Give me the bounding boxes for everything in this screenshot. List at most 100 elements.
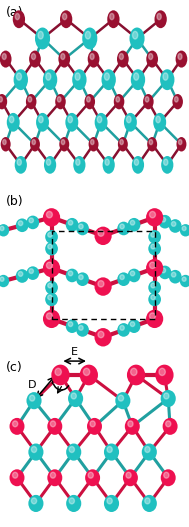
Circle shape — [26, 392, 42, 409]
Bar — [52, 231, 155, 319]
Circle shape — [13, 11, 25, 28]
Circle shape — [44, 156, 56, 174]
Circle shape — [145, 96, 149, 102]
Circle shape — [146, 208, 163, 227]
Circle shape — [88, 472, 93, 478]
Circle shape — [149, 54, 153, 60]
Circle shape — [3, 140, 6, 144]
Circle shape — [143, 94, 154, 109]
Circle shape — [98, 280, 104, 287]
Circle shape — [47, 469, 62, 486]
Circle shape — [130, 220, 135, 225]
Circle shape — [120, 275, 124, 279]
Circle shape — [48, 232, 52, 237]
Circle shape — [161, 156, 173, 174]
Circle shape — [68, 390, 83, 407]
Circle shape — [46, 159, 51, 165]
Circle shape — [117, 222, 130, 235]
Circle shape — [166, 421, 171, 427]
Circle shape — [68, 220, 73, 225]
Circle shape — [30, 137, 40, 151]
Circle shape — [29, 218, 33, 223]
Circle shape — [46, 313, 52, 319]
Circle shape — [98, 230, 104, 236]
Circle shape — [134, 159, 139, 165]
Circle shape — [164, 159, 168, 165]
Circle shape — [88, 51, 99, 67]
Circle shape — [132, 31, 138, 39]
Circle shape — [60, 11, 72, 28]
Text: (a): (a) — [6, 6, 23, 19]
Circle shape — [142, 495, 157, 512]
Circle shape — [169, 270, 182, 284]
Circle shape — [151, 283, 155, 288]
Circle shape — [29, 269, 33, 274]
Circle shape — [134, 73, 139, 80]
Circle shape — [0, 96, 2, 102]
Circle shape — [72, 69, 87, 90]
Circle shape — [126, 472, 131, 478]
Circle shape — [39, 116, 43, 123]
Circle shape — [65, 113, 78, 132]
Circle shape — [31, 446, 37, 453]
Circle shape — [12, 472, 18, 478]
Text: (b): (b) — [6, 194, 23, 208]
Circle shape — [31, 498, 37, 504]
Circle shape — [76, 323, 89, 337]
Circle shape — [149, 211, 156, 218]
Circle shape — [97, 116, 102, 123]
Text: E: E — [71, 347, 78, 357]
Circle shape — [79, 326, 83, 330]
Circle shape — [91, 140, 94, 144]
Circle shape — [28, 495, 43, 512]
Circle shape — [66, 218, 78, 231]
Circle shape — [9, 418, 25, 435]
Circle shape — [73, 156, 85, 174]
Circle shape — [71, 393, 76, 399]
Circle shape — [147, 137, 157, 151]
Circle shape — [159, 266, 171, 279]
Circle shape — [161, 268, 166, 273]
Circle shape — [148, 281, 161, 295]
Circle shape — [0, 224, 9, 237]
Circle shape — [125, 418, 140, 435]
Circle shape — [117, 51, 129, 67]
Circle shape — [47, 418, 62, 435]
Circle shape — [95, 113, 108, 132]
Circle shape — [59, 137, 69, 151]
Circle shape — [120, 326, 124, 330]
Circle shape — [87, 418, 102, 435]
Circle shape — [15, 156, 27, 174]
Circle shape — [85, 31, 91, 39]
Circle shape — [84, 94, 95, 109]
Circle shape — [146, 309, 163, 328]
Circle shape — [157, 13, 161, 19]
Circle shape — [94, 227, 112, 245]
Circle shape — [55, 368, 61, 376]
Circle shape — [101, 69, 116, 90]
Circle shape — [126, 116, 131, 123]
Circle shape — [164, 472, 169, 478]
Circle shape — [117, 323, 130, 337]
Circle shape — [163, 73, 168, 80]
Circle shape — [161, 390, 176, 407]
Circle shape — [178, 54, 182, 60]
Circle shape — [18, 221, 23, 226]
Circle shape — [0, 226, 4, 231]
Circle shape — [80, 365, 98, 385]
Circle shape — [182, 277, 186, 281]
Circle shape — [66, 269, 78, 282]
Circle shape — [151, 232, 155, 237]
Circle shape — [79, 275, 83, 279]
Circle shape — [76, 159, 80, 165]
Circle shape — [128, 319, 140, 333]
Circle shape — [9, 469, 25, 486]
Circle shape — [164, 393, 169, 399]
Circle shape — [98, 331, 104, 338]
Circle shape — [145, 446, 150, 453]
Circle shape — [16, 73, 22, 80]
Circle shape — [43, 208, 60, 227]
Circle shape — [145, 498, 150, 504]
Circle shape — [116, 96, 120, 102]
Circle shape — [76, 272, 89, 286]
